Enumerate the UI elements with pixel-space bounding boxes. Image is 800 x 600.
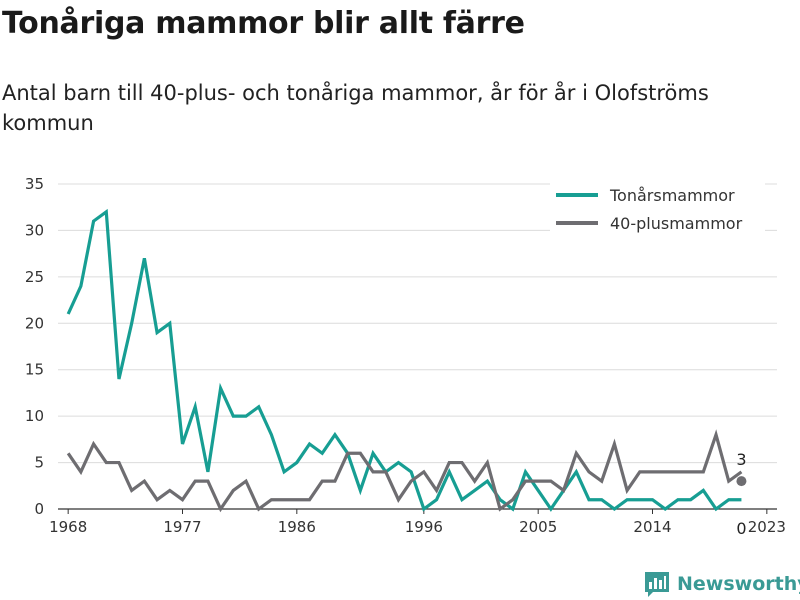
legend: Tonårsmammor 40-plusmammor [550, 180, 765, 240]
x-axis: 1968 1977 1986 1996 2005 2014 2023 [49, 509, 786, 536]
x-tick-label: 2005 [519, 518, 557, 536]
y-tick-label: 5 [34, 454, 44, 472]
y-tick-label: 0 [34, 500, 44, 518]
y-tick-label: 35 [25, 175, 44, 193]
y-axis: 0 5 10 15 20 25 30 35 [25, 175, 44, 518]
legend-label-tonarsmammor: Tonårsmammor [609, 186, 735, 205]
page-subtitle: Antal barn till 40-plus- och tonåriga ma… [2, 81, 709, 135]
y-tick-label: 25 [25, 268, 44, 286]
x-tick-label: 1977 [163, 518, 201, 536]
end-value-label: 3 [736, 450, 746, 469]
x-tick-label: 2023 [748, 518, 786, 536]
series-line-40-plusmammor [66, 429, 743, 513]
page-title: Tonåriga mammor blir allt färre [2, 6, 525, 41]
x-tick-label: 2014 [633, 518, 671, 536]
newsworthy-icon [645, 572, 669, 597]
newsworthy-logo: Newsworthy [645, 568, 800, 600]
grid-lines [58, 183, 777, 510]
end-point-marker [736, 476, 747, 487]
end-value-label: 0 [736, 519, 746, 538]
x-tick-label: 1968 [49, 518, 87, 536]
y-tick-label: 30 [25, 221, 44, 239]
series-lines [66, 208, 743, 513]
legend-background [550, 180, 765, 240]
legend-label-40-plusmammor: 40-plusmammor [610, 214, 743, 233]
end-labels: 30 [736, 450, 746, 538]
y-tick-label: 10 [25, 407, 44, 425]
series-line-tonarsmammor [66, 208, 742, 512]
brand-name: Newsworthy [677, 573, 800, 595]
x-tick-label: 1996 [405, 518, 443, 536]
x-tick-label: 1986 [278, 518, 316, 536]
y-tick-label: 20 [25, 314, 44, 332]
y-tick-label: 15 [25, 361, 44, 379]
